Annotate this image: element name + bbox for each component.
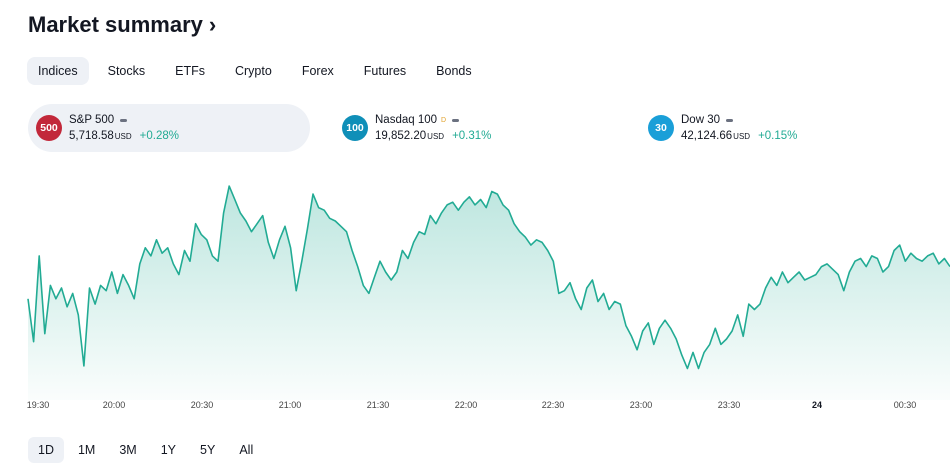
range-1m-button[interactable]: 1M bbox=[77, 443, 96, 457]
market-summary-link[interactable]: Market summary › bbox=[28, 12, 216, 38]
range-5y-button[interactable]: 5Y bbox=[200, 443, 216, 457]
x-tick-label: 23:00 bbox=[629, 400, 653, 410]
x-tick-label: 24 bbox=[811, 400, 823, 410]
chart-area-fill bbox=[28, 186, 950, 400]
x-tick-label: 20:00 bbox=[102, 400, 126, 410]
tab-forex[interactable]: Forex bbox=[301, 64, 334, 78]
tab-indices[interactable]: Indices bbox=[27, 57, 89, 85]
tab-futures[interactable]: Futures bbox=[363, 64, 407, 78]
currency-label: USD bbox=[427, 132, 445, 141]
range-1y-button[interactable]: 1Y bbox=[160, 443, 177, 457]
tab-stocks[interactable]: Stocks bbox=[107, 64, 146, 78]
price-chart[interactable] bbox=[0, 160, 950, 420]
dow30-logo-icon: 30 bbox=[648, 115, 674, 141]
tab-crypto[interactable]: Crypto bbox=[234, 64, 272, 78]
tab-etfs[interactable]: ETFs bbox=[175, 64, 205, 78]
currency-label: USD bbox=[733, 132, 751, 141]
index-cards: 500 S&P 500 5,718.58 USD +0.28% 100 Nasd… bbox=[28, 104, 948, 154]
index-value: 19,852.20 bbox=[375, 130, 427, 142]
index-change: +0.15% bbox=[758, 130, 798, 142]
x-tick-label: 20:30 bbox=[190, 400, 214, 410]
x-tick-label: 21:00 bbox=[278, 400, 302, 410]
index-card-nasdaq100[interactable]: 100 Nasdaq 100 D 19,852.20 USD +0.31% bbox=[334, 104, 616, 152]
index-change: +0.31% bbox=[452, 130, 492, 142]
market-status-icon bbox=[120, 118, 128, 122]
x-axis: 19:30 20:00 20:30 21:00 21:30 22:00 22:30 23:00… bbox=[0, 400, 950, 414]
category-tabs: Indices Stocks ETFs Crypto Forex Futures… bbox=[27, 57, 491, 85]
range-all-button[interactable]: All bbox=[239, 443, 254, 457]
index-name: Nasdaq 100 bbox=[375, 114, 438, 126]
range-selector: 1D 1M 3M 1Y 5Y All bbox=[28, 437, 267, 463]
page-title: Market summary bbox=[28, 12, 203, 37]
range-1d-button[interactable]: 1D bbox=[28, 437, 64, 463]
chevron-right-icon: › bbox=[208, 12, 217, 37]
sp500-logo-icon: 500 bbox=[36, 115, 62, 141]
index-card-sp500[interactable]: 500 S&P 500 5,718.58 USD +0.28% bbox=[28, 104, 310, 152]
currency-label: USD bbox=[114, 132, 132, 141]
delayed-data-marker: D bbox=[441, 116, 447, 124]
tab-bonds[interactable]: Bonds bbox=[436, 64, 472, 78]
x-tick-label: 00:30 bbox=[893, 400, 917, 410]
index-value: 5,718.58 bbox=[69, 130, 114, 142]
x-tick-label: 23:30 bbox=[717, 400, 741, 410]
index-change: +0.28% bbox=[139, 130, 179, 142]
range-3m-button[interactable]: 3M bbox=[119, 443, 137, 457]
index-name: S&P 500 bbox=[69, 114, 115, 126]
chart-series-line bbox=[27, 185, 950, 370]
index-value: 42,124.66 bbox=[681, 130, 733, 142]
nasdaq100-logo-icon: 100 bbox=[342, 115, 368, 141]
x-tick-label: 21:30 bbox=[366, 400, 390, 410]
x-tick-label: 22:30 bbox=[541, 400, 565, 410]
x-tick-label: 19:30 bbox=[26, 400, 50, 410]
market-status-icon bbox=[726, 118, 733, 122]
market-status-icon bbox=[452, 118, 460, 122]
index-card-dow30[interactable]: 30 Dow 30 42,124.66 USD +0.15% bbox=[640, 104, 922, 152]
index-name: Dow 30 bbox=[681, 114, 720, 126]
x-tick-label: 22:00 bbox=[454, 400, 478, 410]
